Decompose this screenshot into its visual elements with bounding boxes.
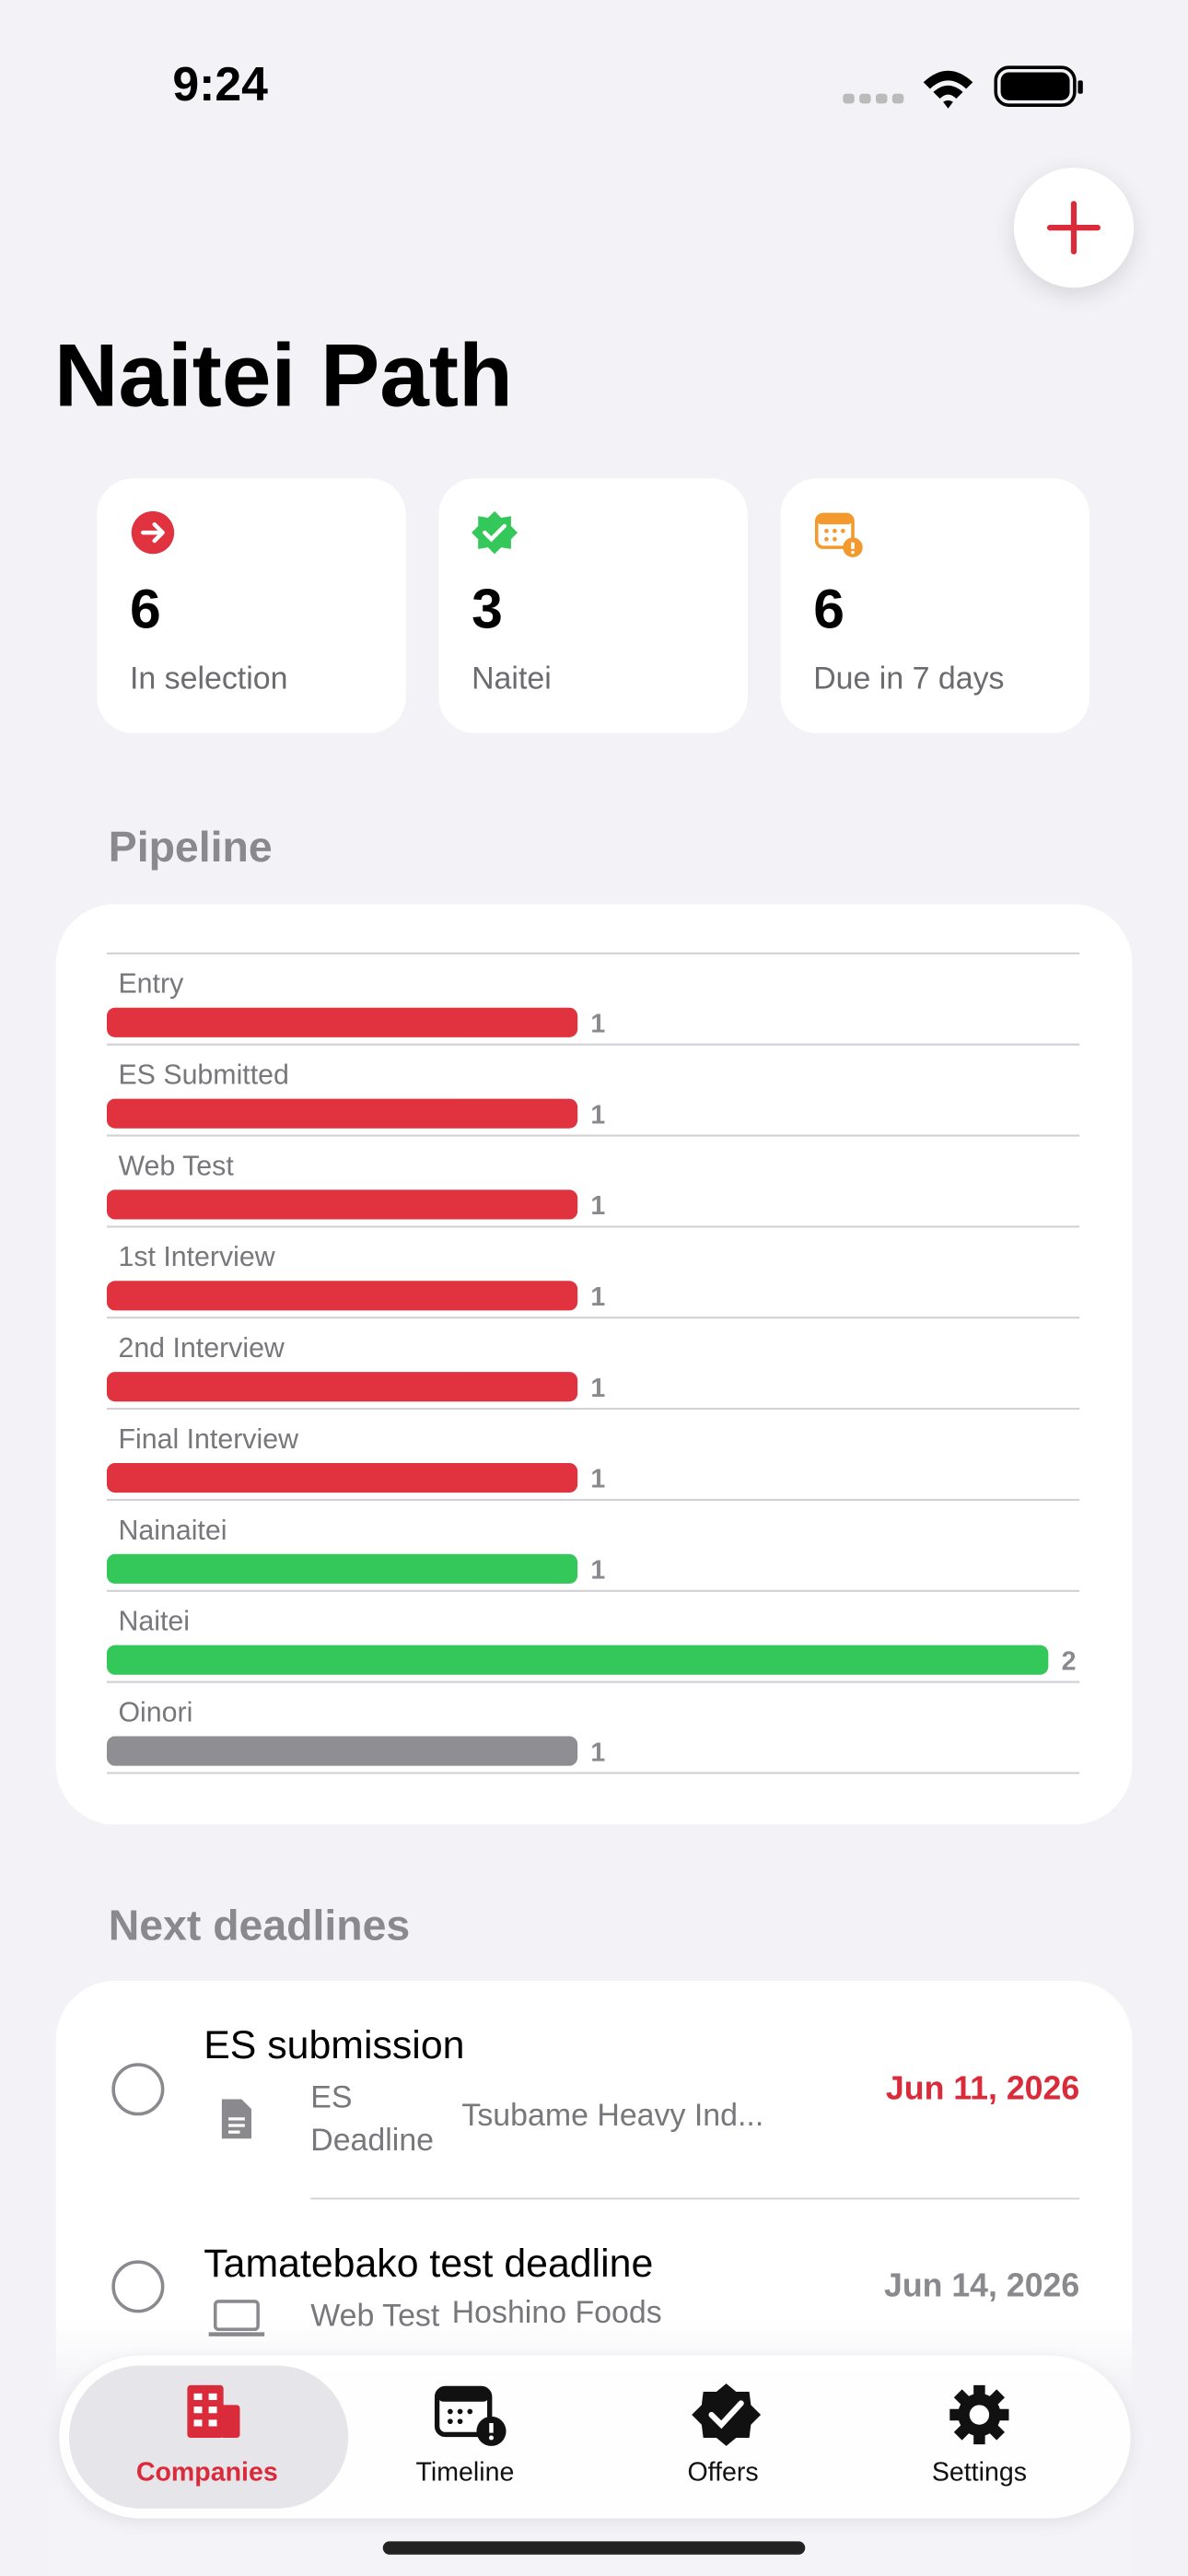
category-label: Final Interview [118, 1424, 298, 1455]
value-label: 1 [590, 1191, 605, 1221]
value-label: 1 [590, 1556, 605, 1586]
bar [106, 1645, 1049, 1675]
category-label: ES Submitted [118, 1060, 288, 1091]
category-label: 2nd Interview [118, 1333, 284, 1364]
stat-label: Due in 7 days [813, 662, 1005, 697]
category-label: 1st Interview [118, 1242, 274, 1272]
tab-label[interactable]: Settings [931, 2459, 1027, 2488]
tab-icon [692, 2383, 762, 2446]
add-button[interactable] [1013, 167, 1135, 288]
status-time: 9:24 [172, 59, 268, 112]
type-icon [208, 2300, 265, 2336]
value-label: 1 [590, 1738, 605, 1767]
deadline-title: ES submission [204, 2023, 465, 2068]
deadline-type: Web Test [310, 2300, 440, 2335]
stat-icon [472, 510, 518, 555]
tab-label[interactable]: Companies [135, 2459, 278, 2488]
deadline-company: Hoshino Foods [451, 2296, 662, 2332]
bar [106, 1098, 578, 1129]
checkbox[interactable] [111, 2063, 165, 2116]
value-label: 1 [590, 1465, 605, 1494]
deadline-date: Jun 14, 2026 [883, 2268, 1080, 2305]
deadline-type: ES Deadline [310, 2080, 435, 2159]
category-label: Oinori [118, 1697, 192, 1727]
value-label: 1 [590, 1374, 605, 1403]
bar [106, 1281, 578, 1311]
tab-icon [187, 2384, 240, 2439]
category-label: Web Test [118, 1151, 234, 1181]
deadline-company: Tsubame Heavy Ind... [461, 2099, 764, 2134]
value-label: 1 [590, 1282, 605, 1312]
stat-icon [814, 512, 863, 557]
category-label: Naitei [118, 1607, 190, 1637]
tab-icon [434, 2385, 507, 2446]
type-icon [221, 2099, 251, 2139]
checkbox[interactable] [111, 2260, 165, 2313]
stat-label: In selection [129, 662, 288, 697]
stat-value: 6 [813, 579, 844, 641]
home-indicator [382, 2541, 806, 2555]
status-icons [843, 65, 1083, 109]
stat-label: Naitei [472, 662, 552, 697]
stat-icon [131, 510, 175, 555]
tab-icon [949, 2384, 1009, 2445]
bar [106, 1189, 578, 1220]
stat-value: 3 [472, 579, 503, 641]
tab-label[interactable]: Timeline [415, 2459, 515, 2488]
plus-icon [1047, 201, 1101, 255]
section-heading: Next deadlines [108, 1900, 411, 1950]
category-label: Entry [118, 969, 184, 1000]
value-label: 1 [590, 1009, 605, 1038]
deadline-title: Tamatebako test deadline [204, 2242, 654, 2287]
section-heading: Pipeline [108, 822, 273, 872]
bar [106, 1372, 578, 1402]
page-title: Naitei Path [53, 327, 513, 427]
tab-label[interactable]: Offers [687, 2459, 759, 2488]
bar [106, 1462, 578, 1493]
bar [106, 1553, 578, 1584]
category-label: Nainaitei [118, 1516, 227, 1546]
stat-value: 6 [129, 579, 161, 641]
value-label: 2 [1062, 1646, 1077, 1676]
bar [106, 1007, 578, 1037]
deadline-date: Jun 11, 2026 [885, 2071, 1080, 2108]
pipeline-chart: Entry 1 ES Submitted 1 Web Test 1 1st Intervie… [106, 952, 1080, 1774]
divider [310, 2197, 1080, 2200]
bar [106, 1736, 578, 1766]
value-label: 1 [590, 1100, 605, 1130]
